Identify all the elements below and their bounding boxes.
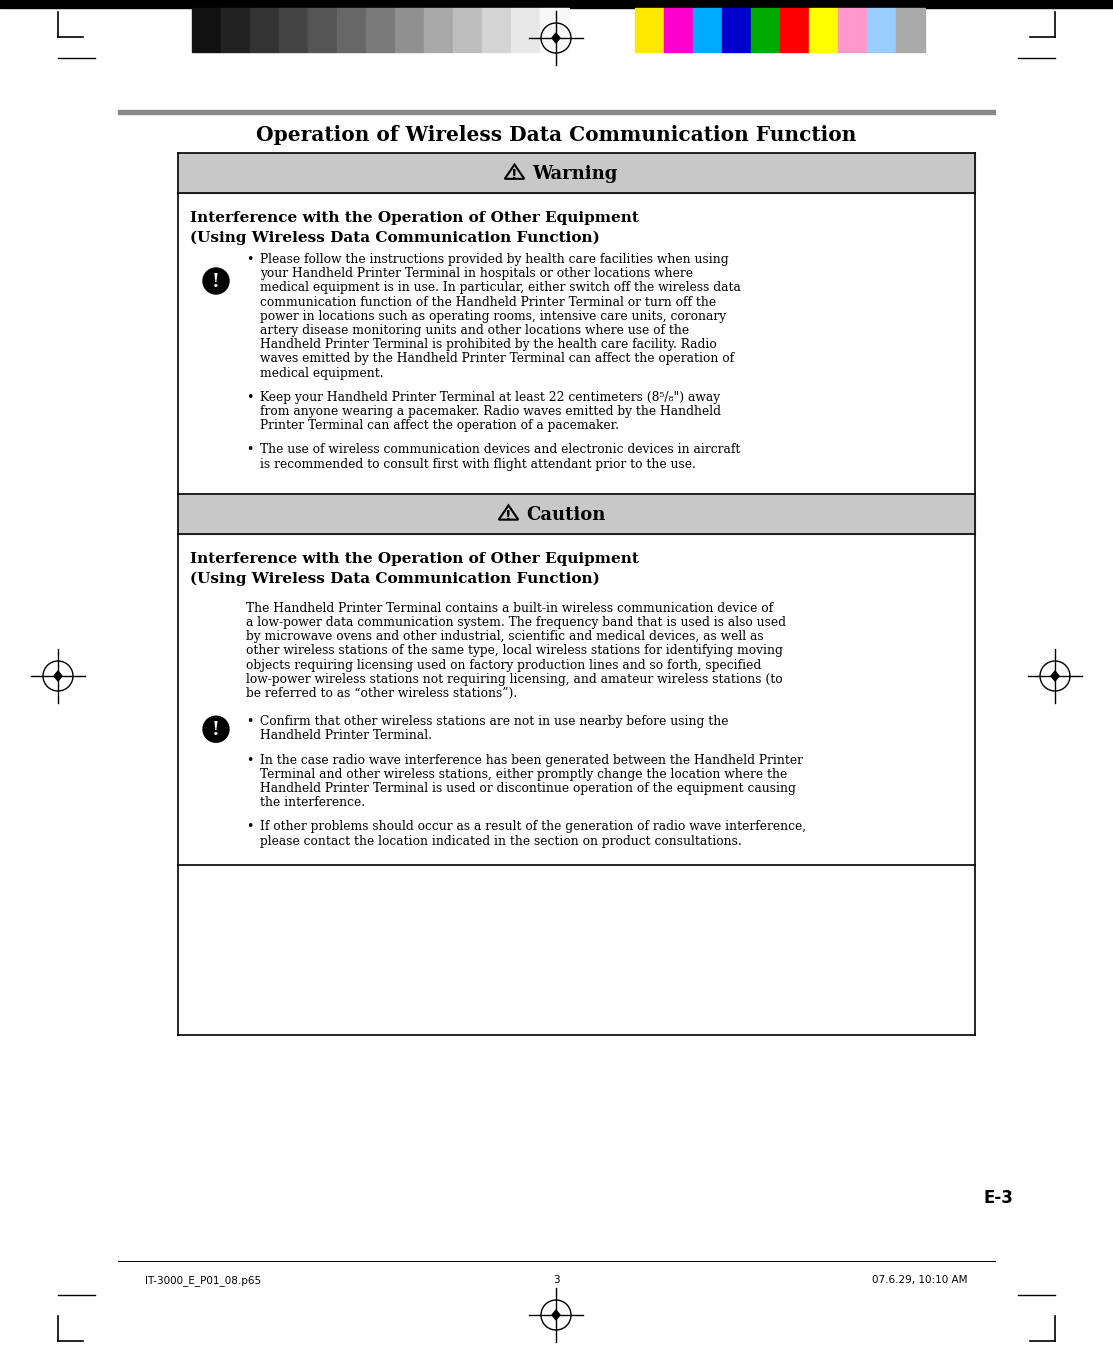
Bar xyxy=(722,8,751,51)
Text: by microwave ovens and other industrial, scientific and medical devices, as well: by microwave ovens and other industrial,… xyxy=(246,630,764,643)
Text: •: • xyxy=(246,716,254,728)
Text: from anyone wearing a pacemaker. Radio waves emitted by the Handheld: from anyone wearing a pacemaker. Radio w… xyxy=(260,405,721,418)
Bar xyxy=(395,8,424,51)
Bar xyxy=(453,8,482,51)
Text: a low-power data communication system. The frequency band that is used is also u: a low-power data communication system. T… xyxy=(246,616,786,629)
Text: medical equipment is in use. In particular, either switch off the wireless data: medical equipment is in use. In particul… xyxy=(260,281,741,295)
Text: artery disease monitoring units and other locations where use of the: artery disease monitoring units and othe… xyxy=(260,323,689,337)
Text: the interference.: the interference. xyxy=(260,796,365,809)
Text: Please follow the instructions provided by health care facilities when using: Please follow the instructions provided … xyxy=(260,253,729,267)
Text: IT-3000_E_P01_08.p65: IT-3000_E_P01_08.p65 xyxy=(145,1275,262,1285)
Bar xyxy=(751,8,780,51)
Bar xyxy=(279,8,308,51)
Polygon shape xyxy=(1051,671,1058,681)
Bar xyxy=(308,8,337,51)
Bar xyxy=(482,8,511,51)
Bar xyxy=(896,8,925,51)
Bar xyxy=(693,8,722,51)
Bar xyxy=(337,8,366,51)
Text: Handheld Printer Terminal is prohibited by the health care facility. Radio: Handheld Printer Terminal is prohibited … xyxy=(260,338,717,352)
Text: objects requiring licensing used on factory production lines and so forth, speci: objects requiring licensing used on fact… xyxy=(246,659,761,671)
Text: 07.6.29, 10:10 AM: 07.6.29, 10:10 AM xyxy=(873,1275,968,1285)
Text: Terminal and other wireless stations, either promptly change the location where : Terminal and other wireless stations, ei… xyxy=(260,767,787,781)
Bar xyxy=(540,8,569,51)
Polygon shape xyxy=(55,671,62,681)
Circle shape xyxy=(203,268,229,294)
Bar xyxy=(664,8,693,51)
Text: Handheld Printer Terminal is used or discontinue operation of the equipment caus: Handheld Printer Terminal is used or dis… xyxy=(260,782,796,796)
Text: Confirm that other wireless stations are not in use nearby before using the: Confirm that other wireless stations are… xyxy=(260,716,729,728)
Text: Handheld Printer Terminal.: Handheld Printer Terminal. xyxy=(260,729,432,743)
Text: !: ! xyxy=(511,168,518,183)
Text: (Using Wireless Data Communication Function): (Using Wireless Data Communication Funct… xyxy=(190,572,600,586)
Text: is recommended to consult first with flight attendant prior to the use.: is recommended to consult first with fli… xyxy=(260,457,696,471)
Bar xyxy=(867,8,896,51)
Text: power in locations such as operating rooms, intensive care units, coronary: power in locations such as operating roo… xyxy=(260,310,726,323)
Bar xyxy=(250,8,279,51)
Circle shape xyxy=(203,716,229,743)
Bar xyxy=(809,8,838,51)
Bar xyxy=(178,153,975,193)
Text: Keep your Handheld Printer Terminal at least 22 centimeters (8⁵/₈") away: Keep your Handheld Printer Terminal at l… xyxy=(260,391,720,403)
Bar xyxy=(511,8,540,51)
Text: waves emitted by the Handheld Printer Terminal can affect the operation of: waves emitted by the Handheld Printer Te… xyxy=(260,352,735,365)
Text: be referred to as “other wireless stations”).: be referred to as “other wireless statio… xyxy=(246,687,518,700)
Polygon shape xyxy=(552,32,560,43)
Text: (Using Wireless Data Communication Function): (Using Wireless Data Communication Funct… xyxy=(190,231,600,245)
Text: medical equipment.: medical equipment. xyxy=(260,367,384,380)
Text: E-3: E-3 xyxy=(983,1189,1013,1207)
Text: communication function of the Handheld Printer Terminal or turn off the: communication function of the Handheld P… xyxy=(260,295,716,308)
Bar xyxy=(221,8,250,51)
Text: !: ! xyxy=(505,509,512,522)
Text: Interference with the Operation of Other Equipment: Interference with the Operation of Other… xyxy=(190,211,639,225)
Text: •: • xyxy=(246,820,254,833)
Polygon shape xyxy=(552,1310,560,1321)
Text: If other problems should occur as a result of the generation of radio wave inter: If other problems should occur as a resu… xyxy=(260,820,806,833)
Bar xyxy=(780,8,809,51)
Bar xyxy=(366,8,395,51)
Text: Operation of Wireless Data Communication Function: Operation of Wireless Data Communication… xyxy=(256,124,857,145)
Text: The Handheld Printer Terminal contains a built-in wireless communication device : The Handheld Printer Terminal contains a… xyxy=(246,602,774,614)
Text: Caution: Caution xyxy=(526,506,605,524)
Text: •: • xyxy=(246,444,254,456)
Text: Printer Terminal can affect the operation of a pacemaker.: Printer Terminal can affect the operatio… xyxy=(260,419,619,432)
Text: other wireless stations of the same type, local wireless stations for identifyin: other wireless stations of the same type… xyxy=(246,644,782,658)
Text: Warning: Warning xyxy=(532,165,618,183)
Bar xyxy=(178,494,975,534)
Text: please contact the location indicated in the section on product consultations.: please contact the location indicated in… xyxy=(260,835,741,847)
Text: !: ! xyxy=(213,721,220,739)
Bar xyxy=(424,8,453,51)
Text: The use of wireless communication devices and electronic devices in aircraft: The use of wireless communication device… xyxy=(260,444,740,456)
Text: !: ! xyxy=(213,273,220,291)
Text: 3: 3 xyxy=(553,1275,560,1285)
Text: Interference with the Operation of Other Equipment: Interference with the Operation of Other… xyxy=(190,552,639,566)
Text: •: • xyxy=(246,391,254,403)
Bar xyxy=(193,8,221,51)
Text: your Handheld Printer Terminal in hospitals or other locations where: your Handheld Printer Terminal in hospit… xyxy=(260,267,693,280)
Bar xyxy=(0,0,1113,8)
Bar xyxy=(838,8,867,51)
Bar xyxy=(636,8,664,51)
Bar xyxy=(118,110,995,114)
Text: low-power wireless stations not requiring licensing, and amateur wireless statio: low-power wireless stations not requirin… xyxy=(246,672,782,686)
Text: In the case radio wave interference has been generated between the Handheld Prin: In the case radio wave interference has … xyxy=(260,754,802,767)
Text: •: • xyxy=(246,253,254,267)
Text: •: • xyxy=(246,754,254,767)
